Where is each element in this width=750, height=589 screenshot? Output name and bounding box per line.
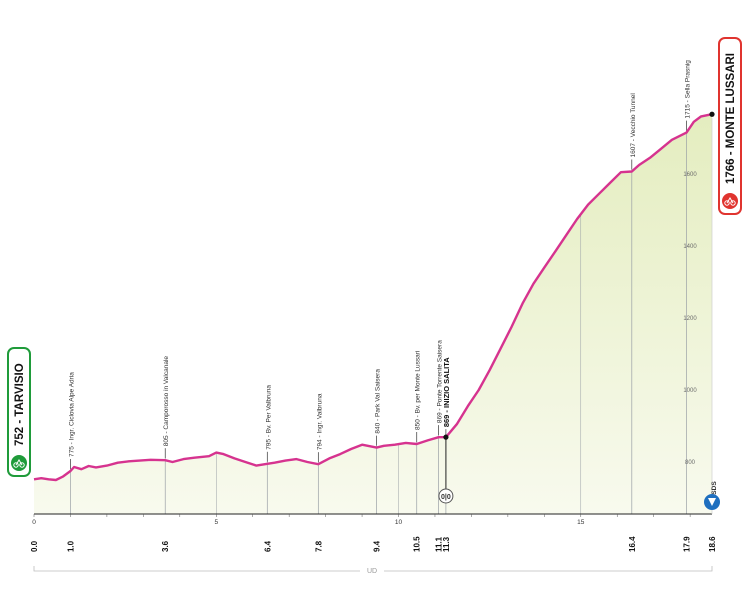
sds-triangle-icon [708,498,716,506]
sds-label: SDS [711,481,718,495]
km-marker-label-11: 18.6 [708,536,717,552]
x-tick-label-2: 10 [395,519,403,526]
guide-lines-layer [70,120,687,514]
x-tick-label-3: 15 [577,519,585,526]
finish-bike-wheel-a [724,200,730,206]
waypoint-label-6: 869 - Ponte Torrente Saisera [437,340,444,423]
waypoint-label-7: 869 - INIZIO SALITA [442,357,451,427]
start-bike-frame [15,459,23,466]
y-tick-label-4: 1600 [683,172,697,178]
finish-bike-icon [722,193,738,209]
km-marker-label-5: 9.4 [373,540,382,552]
km-marker-label-10: 17.9 [682,536,691,552]
waypoint-label-3: 794 - Ingr. Valbruna [316,393,323,450]
bike-change-circle [438,488,454,504]
finish-badge-label: 1766 - MONTE LUSSARI [725,53,737,184]
region-label-bg [360,565,384,575]
y-tick-label-2: 1200 [683,316,697,322]
waypoint-label-9: 1715 - Sella Prasnig [684,60,691,119]
km-marker-label-2: 3.6 [161,540,170,552]
finish-dot [709,111,715,117]
y-tick-label-3: 1400 [683,244,697,250]
finish-bike-frame [726,197,734,204]
km-marker-label-8: 11.3 [442,536,451,552]
axis-layer: 0 5 10 15 0.0 1.0 3.6 6.4 7.8 9.4 10.5 11.111.3 16.4… [30,118,717,575]
profile-area-layer [34,114,712,514]
finish-badge-frame [718,37,742,215]
start-badge-frame [7,347,31,477]
start-bike-wheel-b [19,462,25,468]
km-marker-label-0: 0.0 [30,540,39,552]
waypoint-label-2: 795 - Bv. Per Valbruna [265,385,272,450]
x-tick-label-0: 0 [32,519,36,526]
labels-layer: 800 1000 1200 1400 1600 775 - Ingr. Ciclovia … [68,60,697,466]
finish-bike-wheel-b [730,200,736,206]
start-bike-icon [11,455,27,471]
km-marker-label-9: 16.4 [628,536,637,552]
km-marker-label-6: 10.5 [413,536,422,552]
km-marker-label-1: 1.0 [66,540,75,552]
waypoint-label-8: 1607 - Vecchio Tunnel [630,93,637,158]
profile-line [33,113,713,482]
km-marker-label-4: 7.8 [314,540,323,552]
bike-change-icon: 0|0 [441,494,451,501]
badges-layer: SDS 752 - TARVISIO 1766 - MONTE LUSSARI [7,37,742,510]
profile-area-fill [34,114,712,514]
waypoint-label-4: 840 - Park Val Saisera [375,369,382,434]
waypoint-label-1: 805 - Camporosso in Valcanale [163,356,170,447]
x-tick-label-1: 5 [214,519,218,526]
km-marker-label-7: 11.1 [435,536,444,552]
start-badge-label: 752 - TARVISIO [14,363,26,446]
waypoint-label-5: 850 - Bv. per Monte Lussari [415,351,422,430]
start-bike-wheel-a [13,462,19,468]
waypoint-label-0: 775 - Ingr. Ciclovia Alpe Adria [68,372,75,457]
region-label-ud: UD [367,568,377,575]
km-marker-label-3: 6.4 [263,540,272,552]
profile-line-layer: 0|0 [33,111,715,504]
y-tick-label-1: 1000 [683,388,697,394]
y-tick-label-0: 800 [685,460,696,466]
